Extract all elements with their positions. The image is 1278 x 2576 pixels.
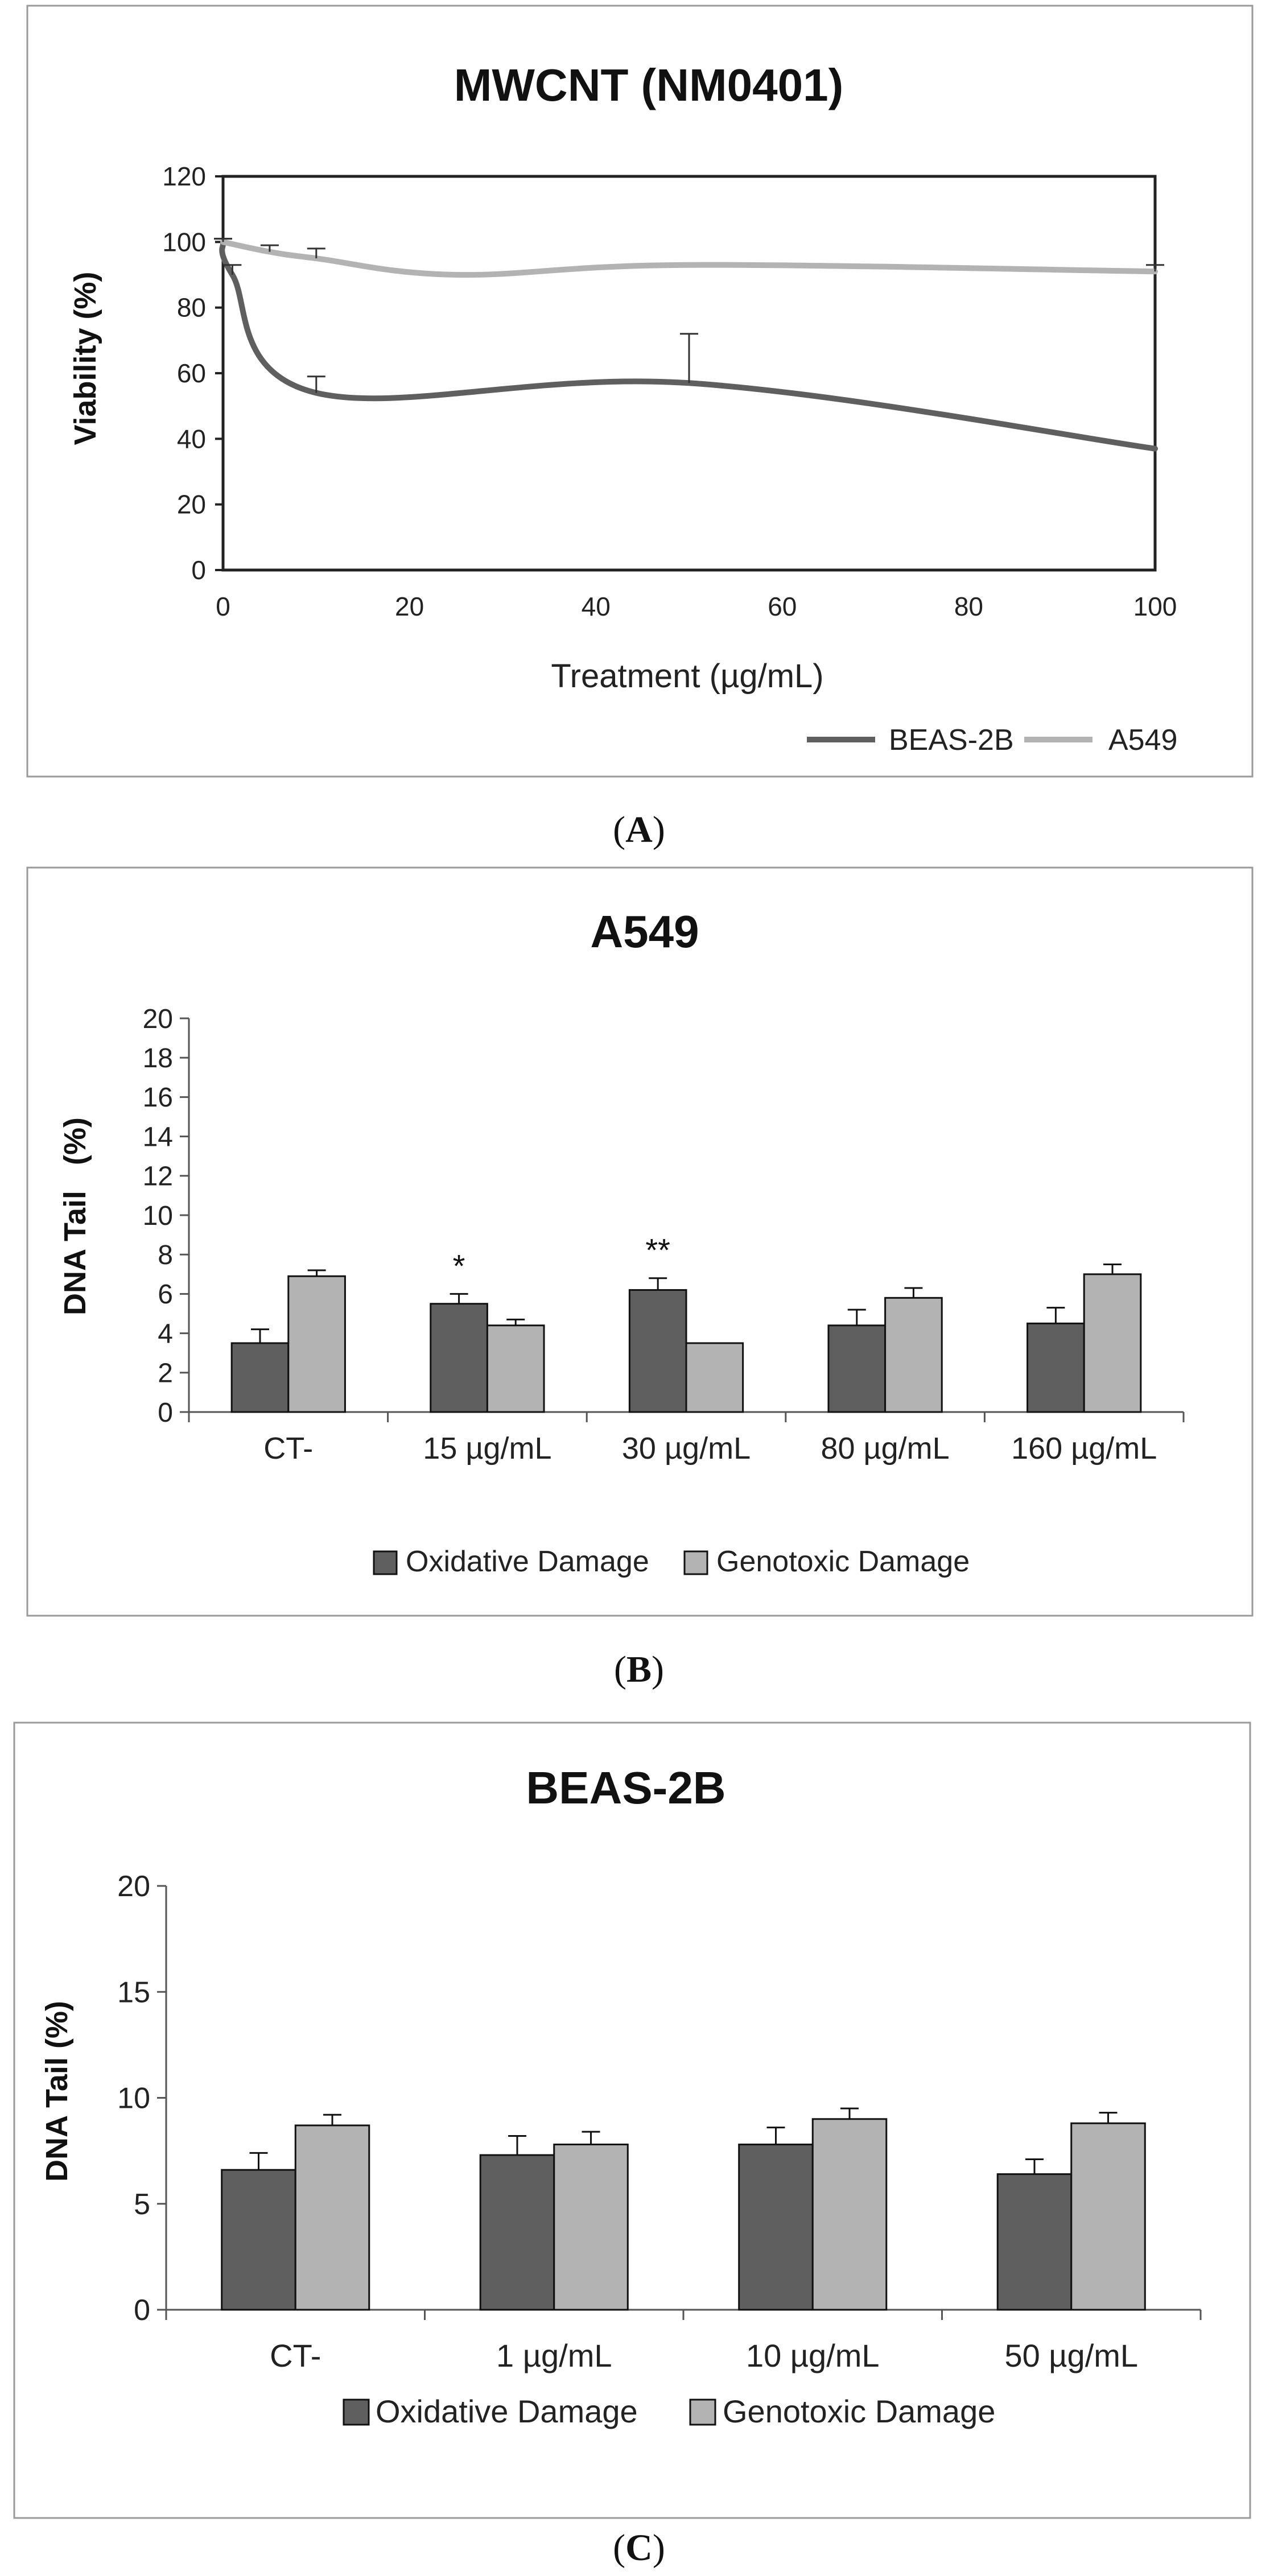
chart-frame-b [26,866,1254,1617]
significance-marker-b: * [453,1248,465,1283]
bar-oxidative-damage-b [827,1324,887,1413]
category-label-b: CT- [263,1431,313,1465]
category-label-b: 30 µg/mL [622,1431,751,1465]
bar-oxidative-damage-c [996,2173,1073,2311]
panel-b: A549 0 2 4 6 8 10 12 14 16 18 20 CT- 15 µg/mL 30 µg/m… [26,866,1254,1690]
bar-genotoxic-damage-b [486,1324,545,1413]
y-tick-label-c: 0 [134,2294,150,2327]
y-tick-label-c: 20 [117,1870,150,1903]
y-tick-label-b: 14 [143,1122,173,1152]
x-tick-label-a: 80 [954,592,983,621]
bar-genotoxic-damage-b [1083,1273,1142,1413]
y-tick-label-a: 100 [162,227,206,257]
legend-swatch-genotoxic-b [683,1550,708,1575]
y-tick-label-b: 2 [158,1359,173,1389]
bar-oxidative-damage-b [628,1289,687,1413]
chart-title-b: A549 [590,906,699,957]
legend-label-genotoxic-c: Genotoxic Damage [723,2393,995,2429]
legend-a: BEAS-2B A549 [807,724,1177,757]
x-axis-label-a: Treatment (µg/mL) [551,658,823,695]
y-tick-label-b: 16 [143,1083,173,1113]
chart-title-a: MWCNT (NM0401) [454,60,843,110]
x-tick-label-a: 60 [768,592,797,621]
legend-b: Oxidative Damage Genotoxic Damage [373,1545,970,1578]
category-label-c: 1 µg/mL [496,2338,612,2373]
bar-oxidative-damage-c [479,2154,555,2311]
y-tick-label-b: 8 [158,1240,173,1270]
y-tick-label-b: 12 [143,1162,173,1192]
y-tick-label-a: 120 [162,162,206,191]
category-label-b: 80 µg/mL [821,1431,949,1465]
legend-label-genotoxic-b: Genotoxic Damage [716,1545,970,1578]
x-tick-label-a: 40 [582,592,611,621]
category-label-c: 50 µg/mL [1004,2338,1138,2373]
category-label-c: CT- [270,2338,321,2373]
panel-label-a: (A) [613,809,665,851]
bar-genotoxic-damage-c [294,2124,370,2311]
bar-oxidative-damage-b [430,1303,488,1413]
chart-frame-a [26,5,1254,778]
y-tick-label-b: 10 [143,1201,173,1231]
y-tick-label-b: 20 [143,1004,173,1034]
bar-genotoxic-damage-c [553,2143,629,2311]
bar-genotoxic-damage-c [811,2118,888,2311]
series-line-beas-2b [219,239,1158,452]
category-label-b: 15 µg/mL [423,1431,551,1465]
y-tick-label-a: 0 [191,555,206,585]
legend-label-oxidative-c: Oxidative Damage [376,2393,638,2429]
panel-label-c: (C) [613,2527,665,2569]
legend-label-oxidative-b: Oxidative Damage [406,1545,649,1578]
category-label-c: 10 µg/mL [746,2338,880,2373]
bar-genotoxic-damage-b [287,1275,346,1413]
y-axis-label-b: DNA Tail (%) [58,1117,92,1315]
bar-genotoxic-damage-b [884,1297,943,1413]
y-axis-label-a: Viability (%) [68,271,102,445]
series-line-a549 [220,239,1158,278]
panel-c: BEAS-2B 0 5 10 15 20 CT- 1 µg/mL 10 µg/mL 50 µg/… [13,1722,1251,2569]
significance-marker-b: ** [645,1232,670,1268]
bar-oxidative-damage-b [230,1342,290,1413]
y-tick-label-b: 18 [143,1043,173,1074]
y-tick-label-a: 80 [177,293,206,323]
bar-oxidative-damage-c [221,2169,296,2311]
y-tick-label-c: 15 [117,1976,150,2009]
y-tick-label-c: 10 [117,2082,150,2115]
y-tick-label-a: 20 [177,490,206,519]
panel-label-b: (B) [614,1649,664,1690]
legend-label-beas-2b: BEAS-2B [889,724,1014,757]
x-tick-label-a: 100 [1133,592,1177,621]
panel-a: MWCNT (NM0401) 0 20 40 60 80 100 120 0 20 40 60 80… [26,5,1254,851]
bar-genotoxic-damage-c [1070,2122,1146,2311]
y-tick-label-b: 0 [158,1398,173,1428]
bar-oxidative-damage-c [738,2143,814,2311]
y-tick-label-a: 60 [177,358,206,388]
chart-title-c: BEAS-2B [526,1762,725,1813]
y-tick-label-b: 6 [158,1279,173,1310]
x-tick-label-a: 20 [395,592,424,621]
y-tick-label-b: 4 [158,1319,173,1349]
y-tick-label-c: 5 [134,2188,150,2221]
legend-swatch-oxidative-c [343,2399,370,2426]
category-label-b: 160 µg/mL [1011,1431,1157,1465]
bar-oxidative-damage-b [1026,1322,1085,1413]
x-tick-label-a: 0 [216,592,230,621]
bar-genotoxic-damage-b [685,1342,744,1413]
chart-frame-c [13,1722,1251,2519]
legend-swatch-genotoxic-c [689,2399,716,2426]
y-axis-label-c: DNA Tail (%) [40,2001,74,2182]
legend-c: Oxidative Damage Genotoxic Damage [343,2393,995,2429]
y-tick-label-a: 40 [177,424,206,453]
legend-swatch-oxidative-b [373,1550,398,1575]
legend-label-a549: A549 [1108,724,1177,757]
